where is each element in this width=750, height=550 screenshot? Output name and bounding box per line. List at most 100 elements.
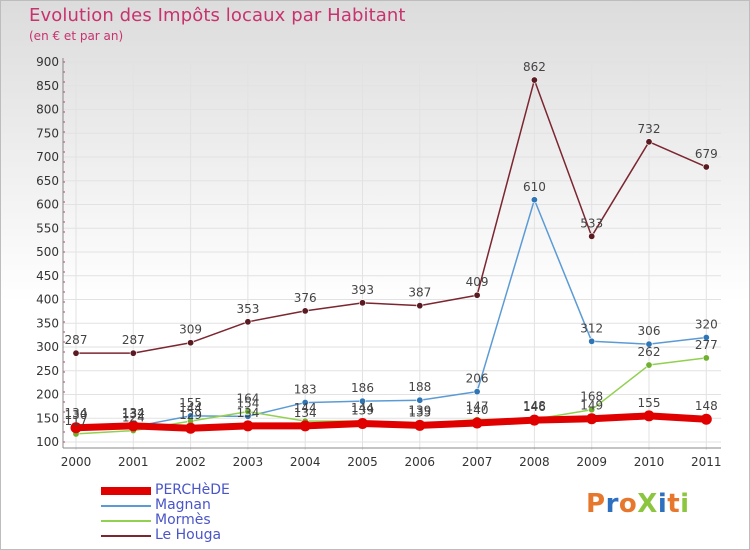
data-point-magnan [645, 340, 653, 348]
data-label-perchede: 134 [236, 406, 259, 420]
data-point-perchede [643, 410, 655, 422]
data-label-magnan: 154 [236, 396, 259, 410]
data-point-le-houga [187, 339, 195, 347]
data-point-le-houga [301, 307, 309, 315]
data-label-le-houga: 533 [580, 216, 603, 230]
x-tick-label: 2003 [233, 455, 264, 469]
data-label-magnan: 155 [179, 396, 202, 410]
data-point-perchede [242, 420, 254, 432]
x-tick-label: 2009 [576, 455, 607, 469]
data-label-magnan: 134 [65, 406, 88, 420]
data-point-magnan [588, 337, 596, 345]
logo-letter: t [667, 489, 681, 519]
data-label-le-houga: 732 [638, 122, 661, 136]
data-point-mormes [645, 361, 653, 369]
data-label-mormes: 144 [179, 401, 202, 415]
data-point-perchede [299, 420, 311, 432]
data-point-magnan [301, 399, 309, 407]
data-point-perchede [700, 413, 712, 425]
logo-letter: P [586, 489, 606, 519]
data-label-magnan: 188 [408, 380, 431, 394]
proxiti-logo: ProXiti [586, 489, 690, 519]
data-point-le-houga [530, 76, 538, 84]
logo-letter: o [618, 489, 638, 519]
data-label-mormes: 147 [466, 400, 489, 414]
data-point-magnan [530, 196, 538, 204]
data-label-magnan: 186 [351, 381, 374, 395]
y-tick-label: 750 [36, 126, 59, 140]
data-label-mormes: 277 [695, 338, 718, 352]
data-label-perchede: 155 [638, 396, 661, 410]
x-tick-label: 2006 [405, 455, 436, 469]
y-tick-label: 900 [36, 55, 59, 69]
data-label-le-houga: 409 [466, 275, 489, 289]
data-label-perchede: 130 [65, 408, 88, 422]
data-label-perchede: 129 [179, 408, 202, 422]
chart-subtitle: (en € et par an) [29, 29, 124, 43]
data-label-magnan: 206 [466, 372, 489, 386]
data-label-magnan: 132 [122, 407, 145, 421]
data-point-magnan [473, 388, 481, 396]
data-point-magnan [416, 396, 424, 404]
data-label-le-houga: 387 [408, 286, 431, 300]
y-tick-label: 850 [36, 79, 59, 93]
data-point-le-houga [473, 291, 481, 299]
data-label-perchede: 149 [580, 399, 603, 413]
data-point-perchede [70, 422, 82, 434]
x-tick-label: 2007 [462, 455, 493, 469]
x-tick-label: 2000 [61, 455, 92, 469]
data-point-mormes [244, 408, 252, 416]
data-label-le-houga: 309 [179, 323, 202, 337]
data-point-perchede [357, 417, 368, 429]
x-tick-label: 2002 [175, 455, 206, 469]
x-tick-label: 2011 [691, 455, 722, 469]
data-label-mormes: 117 [65, 414, 88, 428]
data-label-magnan: 610 [523, 180, 546, 194]
data-label-magnan: 183 [294, 383, 317, 397]
data-label-le-houga: 353 [236, 302, 259, 316]
data-label-le-houga: 376 [294, 291, 317, 305]
y-tick-label: 800 [36, 103, 59, 117]
legend-swatch-le-houga [101, 535, 151, 537]
data-label-perchede: 146 [523, 400, 546, 414]
data-point-perchede [586, 413, 598, 425]
grid-layer [63, 61, 721, 450]
data-point-le-houga [72, 349, 80, 357]
logo-letter: X [637, 489, 658, 519]
legend-swatch-perchede [101, 487, 151, 495]
y-tick-label: 350 [36, 316, 59, 330]
data-point-le-houga [588, 232, 596, 240]
legend-label-mormes: Mormès [155, 512, 211, 528]
logo-letter: i [680, 489, 690, 519]
data-point-mormes [588, 406, 596, 414]
y-tick-label: 150 [36, 411, 59, 425]
x-tick-label: 2005 [347, 455, 378, 469]
data-point-perchede [471, 417, 483, 429]
data-point-le-houga [244, 318, 252, 326]
series-line-le-houga [75, 79, 708, 354]
data-label-mormes: 262 [638, 345, 661, 359]
legend-swatch-mormes [101, 520, 151, 522]
data-label-le-houga: 679 [695, 147, 718, 161]
data-label-le-houga: 862 [523, 60, 546, 74]
x-tick-label: 2008 [519, 455, 550, 469]
data-label-perchede: 135 [408, 405, 431, 419]
data-point-le-houga [645, 138, 653, 146]
y-tick-label: 100 [36, 435, 59, 449]
chart-title: Evolution des Impôts locaux par Habitant [29, 5, 406, 26]
data-point-perchede [127, 420, 139, 432]
data-label-le-houga: 393 [351, 283, 374, 297]
data-point-perchede [414, 419, 426, 431]
data-label-mormes: 148 [523, 399, 546, 413]
axes-layer: 100 150 200 250 300 350 400 450 500 550 600 650 700 7… [36, 55, 721, 469]
data-label-magnan: 320 [695, 318, 718, 332]
series-layer [70, 76, 712, 438]
data-label-le-houga: 287 [65, 333, 88, 347]
data-label-mormes: 164 [236, 392, 259, 406]
y-tick-label: 200 [36, 388, 59, 402]
y-tick-label: 300 [36, 340, 59, 354]
y-tick-label: 650 [36, 174, 59, 188]
